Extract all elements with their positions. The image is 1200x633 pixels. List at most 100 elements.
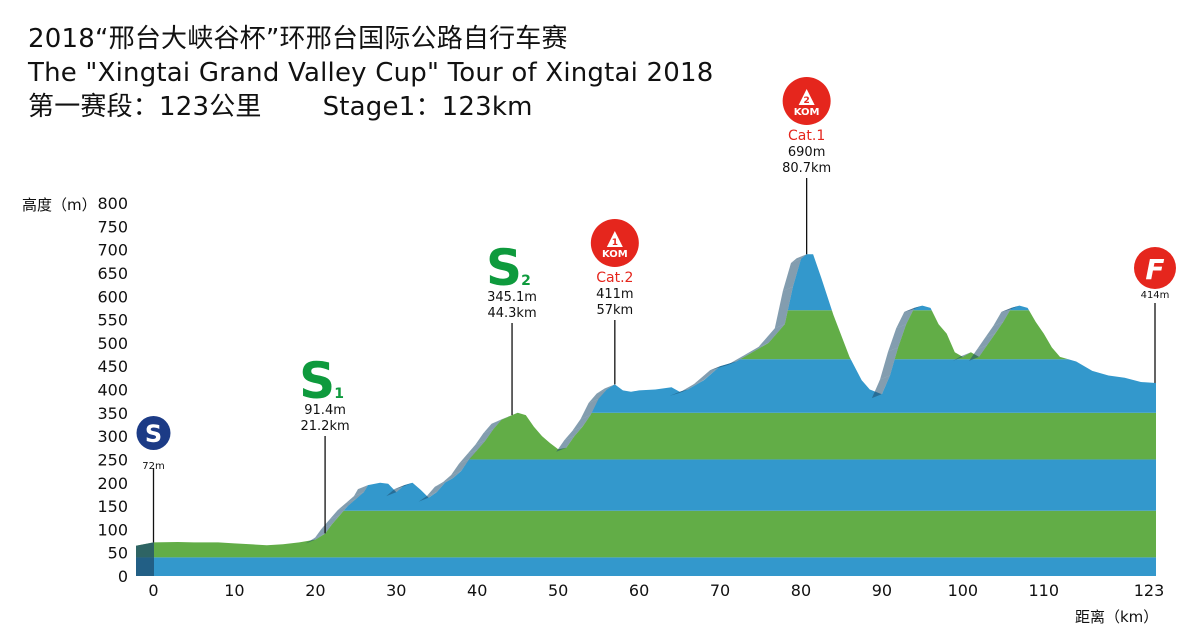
climb-shade-31	[475, 429, 494, 445]
y-tick-label: 450	[97, 357, 128, 376]
elevation-band-3	[136, 412, 1156, 460]
start-badge	[136, 416, 171, 450]
sprint-badge-number: 1	[334, 386, 344, 402]
x-tick-label: 10	[224, 581, 244, 600]
mountain-icon	[798, 89, 815, 105]
x-tick-label: 40	[467, 581, 487, 600]
x-tick-label: 50	[548, 581, 568, 600]
sprint-distance: 21.2km	[301, 419, 350, 434]
climb-shade-45	[588, 389, 607, 403]
climb-shade-82	[969, 345, 988, 361]
climb-shade-71	[880, 347, 899, 380]
x-tick-label: 60	[629, 581, 649, 600]
finish-altitude: 414m	[1141, 290, 1170, 301]
elevation-band-0	[136, 557, 1156, 576]
climb-shade-83	[977, 333, 996, 350]
y-tick-label: 100	[97, 520, 128, 539]
y-tick-label: 750	[97, 217, 128, 236]
y-tick-label: 150	[97, 497, 128, 516]
elevation-band-2	[136, 459, 1156, 511]
kom-altitude: 690m	[788, 145, 825, 160]
climb-shade-74	[904, 305, 923, 312]
sprint-altitude: 345.1m	[487, 290, 537, 305]
climb-shade-85	[993, 307, 1012, 326]
kom-category: Cat.1	[788, 128, 825, 144]
x-tick-label: 70	[710, 581, 730, 600]
sprint-altitude: 91.4m	[304, 403, 346, 418]
kom-number: 2	[804, 96, 810, 106]
y-axis-label: 高度（m）	[22, 196, 97, 214]
elevation-band-1	[136, 510, 1156, 558]
climb-shade-57	[726, 352, 753, 366]
finish-badge-letter: F	[1145, 253, 1164, 286]
x-tick-label: 30	[386, 581, 406, 600]
color-bands	[136, 254, 1156, 576]
profile-shading	[305, 254, 1020, 544]
mountain-icon	[606, 231, 623, 247]
sprint-badge-letter: S	[486, 239, 522, 297]
kom-badge-text: KOM	[794, 107, 820, 118]
y-tick-label: 550	[97, 311, 128, 330]
y-tick-label: 50	[108, 544, 128, 563]
title-english: The "Xingtai Grand Valley Cup" Tour of X…	[28, 58, 714, 88]
x-tick-label: 110	[1029, 581, 1060, 600]
climb-shade-28	[451, 459, 470, 476]
finish-marker: F 414m	[1134, 247, 1176, 383]
climb-shade-44	[580, 398, 599, 420]
climb-shade-73	[896, 307, 915, 329]
climb-shade-55	[693, 366, 721, 385]
climb-shade-41	[556, 436, 575, 452]
climb-shade-27	[442, 471, 462, 483]
sprint-distance: 44.3km	[487, 306, 536, 321]
climb-shade-80	[952, 352, 971, 361]
climb-shade-72	[888, 324, 907, 352]
climb-shade-58	[742, 342, 769, 357]
stage-distance-en: Stage1：123km	[322, 92, 533, 122]
start-edge-shade	[136, 538, 154, 576]
x-tick-label: 90	[872, 581, 892, 600]
y-tick-label: 700	[97, 241, 128, 260]
title-block: 2018“邢台大峡谷杯”环邢台国际公路自行车赛 The "Xingtai Gra…	[28, 22, 714, 124]
climb-shade-20	[386, 485, 405, 497]
y-tick-label: 300	[97, 427, 128, 446]
climb-shade-43	[572, 415, 591, 431]
kom-distance: 57km	[596, 303, 633, 318]
stage-distance-line: 第一赛段：123公里 Stage1：123km	[28, 90, 714, 124]
climb-shade-29	[459, 450, 478, 464]
climb-shade-15	[345, 492, 364, 504]
climb-shade-34	[502, 412, 518, 420]
climb-shade-10	[305, 533, 326, 544]
climb-shade-24	[418, 492, 437, 502]
y-tick-label: 500	[97, 334, 128, 353]
climb-shade-21	[394, 482, 413, 490]
x-axis-ticks: 0 10 20 30 40 50 60 70 80 90 100 110 123	[148, 581, 1164, 600]
climb-shade-86	[1001, 305, 1020, 312]
y-tick-label: 650	[97, 264, 128, 283]
stage-distance-cn: 第一赛段：123公里	[28, 92, 262, 122]
kom-label-bg	[598, 248, 631, 259]
kom-category: Cat.2	[596, 270, 633, 286]
y-tick-label: 200	[97, 474, 128, 493]
climb-shade-59	[758, 324, 785, 347]
climb-shade-61	[782, 258, 801, 291]
start-marker: S 72m	[136, 416, 171, 543]
kom-distance: 80.7km	[782, 161, 831, 176]
climb-shade-26	[434, 478, 453, 487]
start-badge-letter: S	[145, 420, 162, 448]
climb-shade-54	[677, 380, 704, 394]
climb-shade-32	[483, 419, 502, 434]
elevation-band-4	[136, 359, 1156, 413]
kom-label-bg	[790, 106, 823, 117]
climb-shade-60	[774, 286, 793, 329]
x-axis-label: 距离（km）	[1075, 608, 1158, 626]
y-axis-ticks: 8007507006506005505004504003503002502001…	[97, 194, 128, 586]
climb-shade-13	[329, 506, 348, 520]
x-tick-label: 20	[305, 581, 325, 600]
